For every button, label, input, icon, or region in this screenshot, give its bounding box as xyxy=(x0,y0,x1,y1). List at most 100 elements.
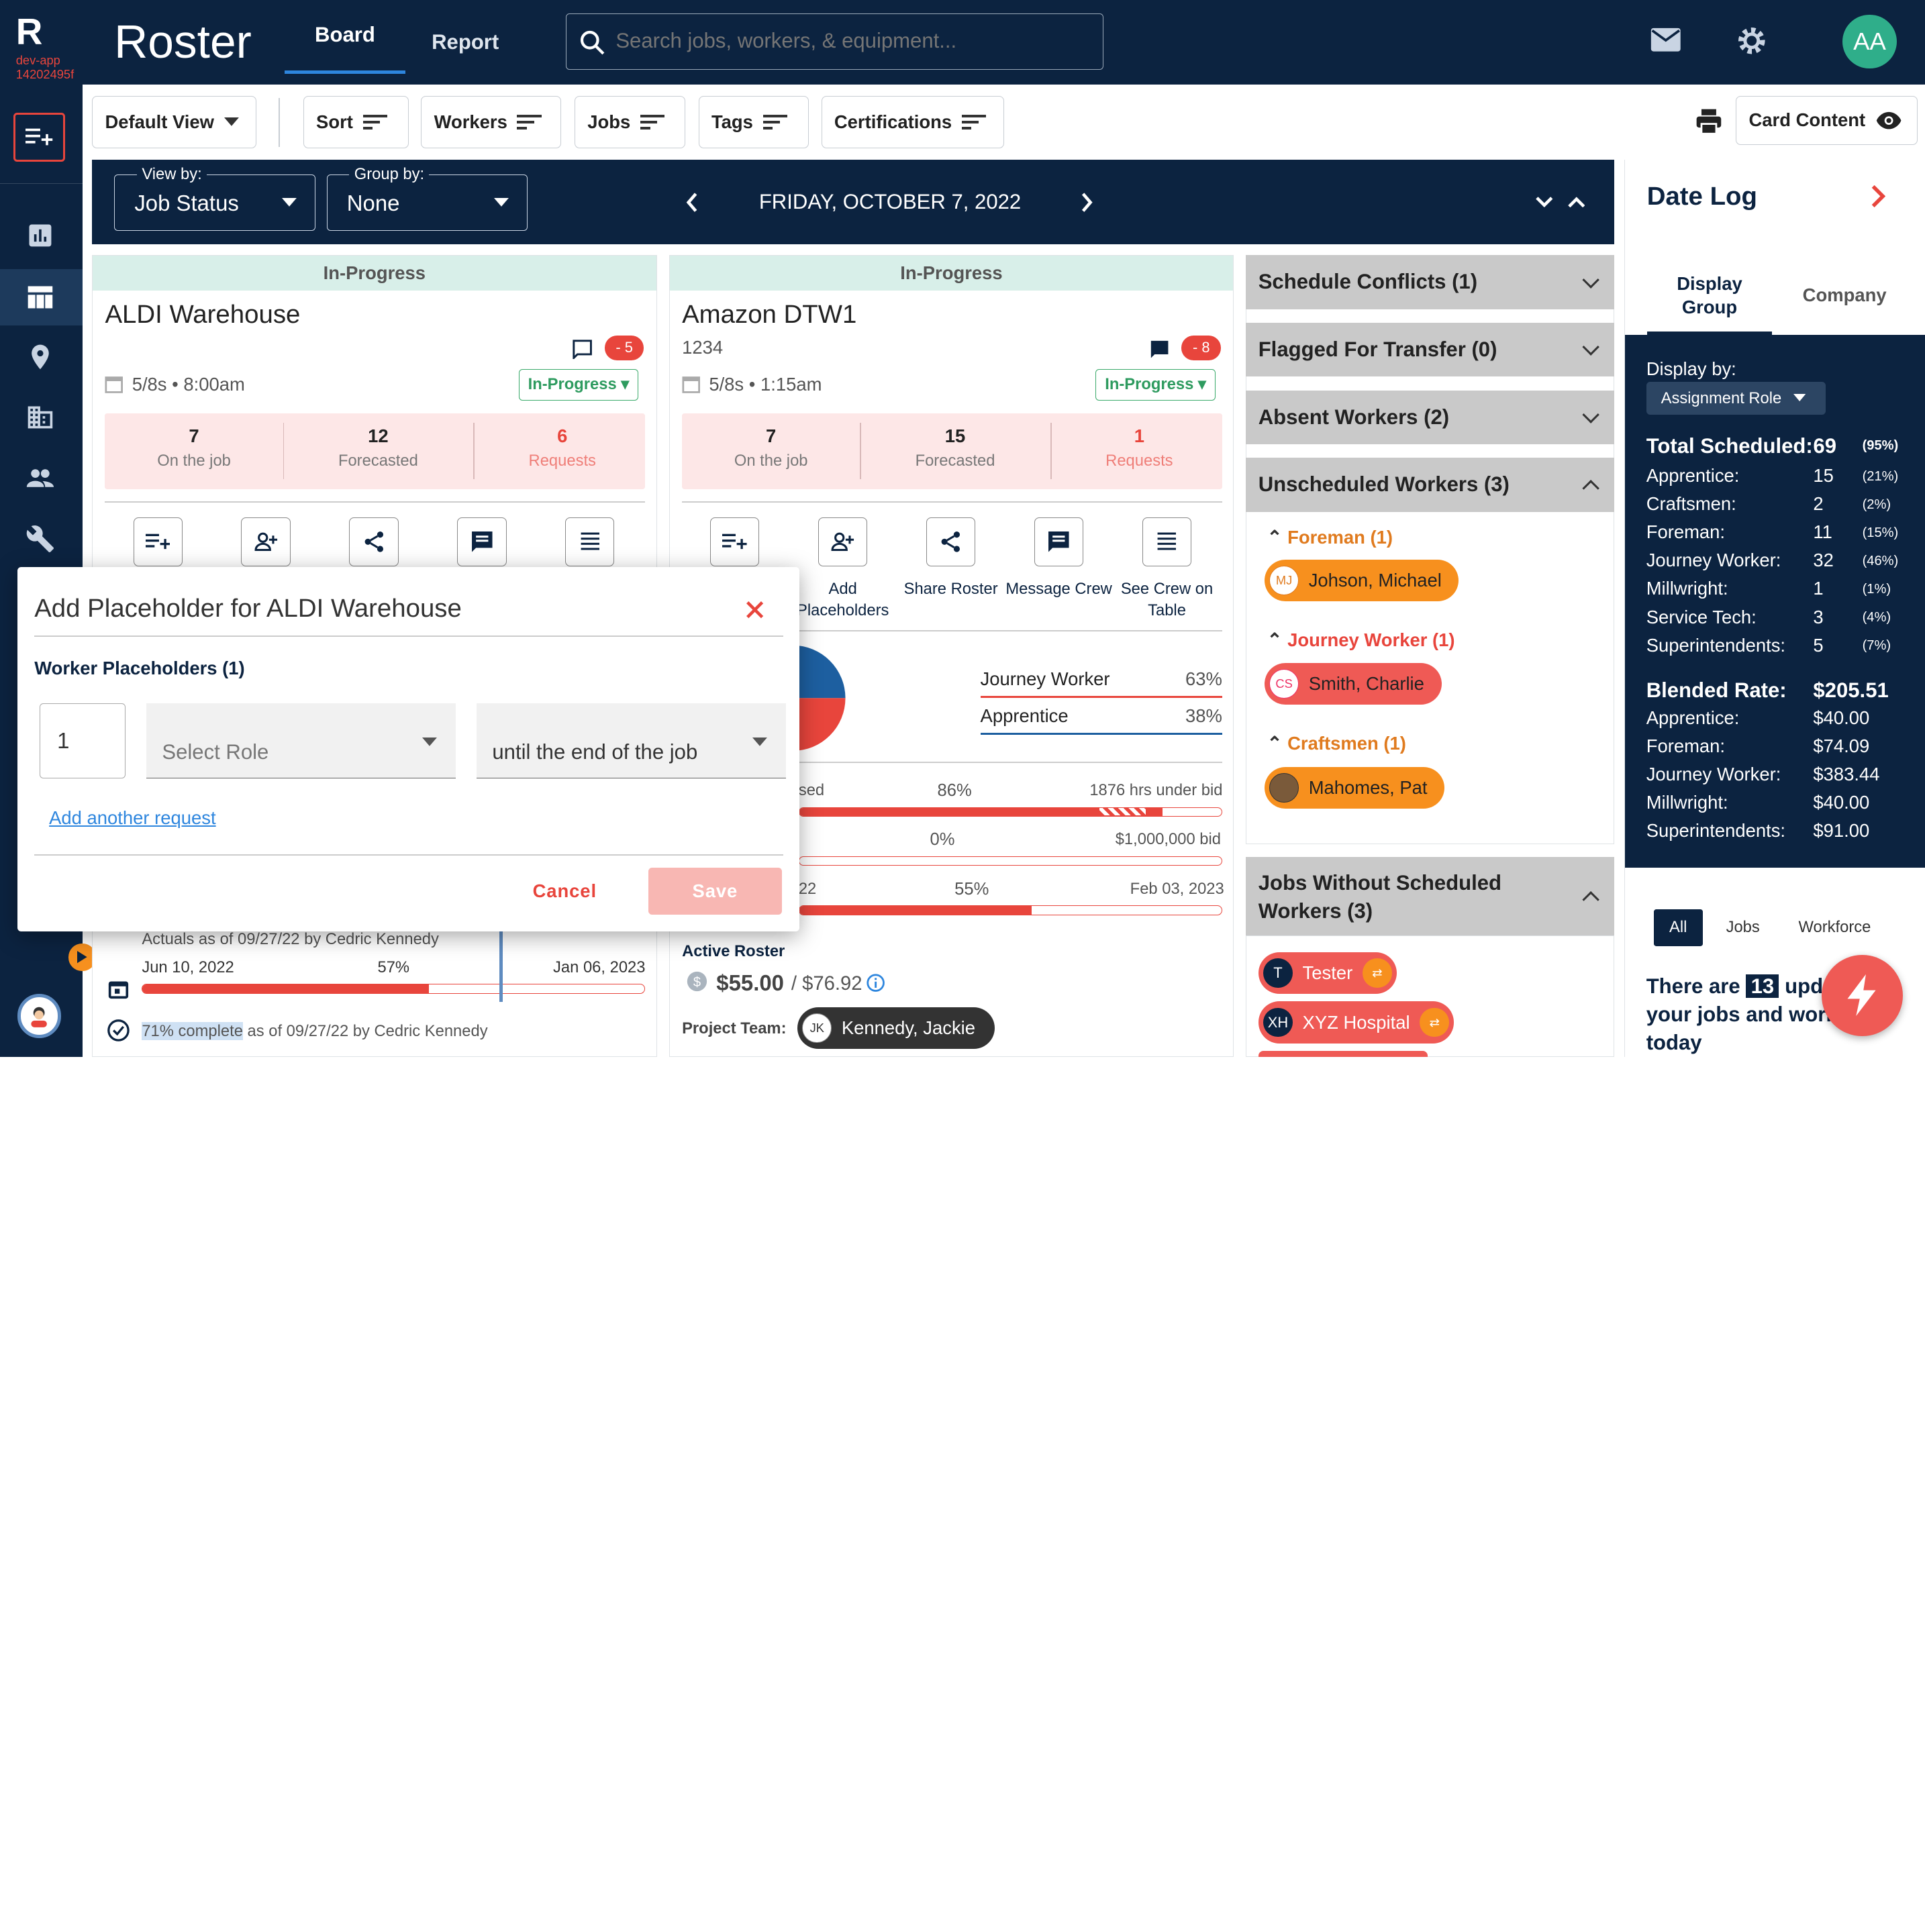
chevron-right-icon[interactable] xyxy=(1081,193,1093,213)
avatar[interactable]: AA xyxy=(1842,14,1897,69)
group-foreman[interactable]: ⌃ Foreman (1) xyxy=(1267,526,1393,548)
duration-select[interactable]: until the end of the job xyxy=(476,703,786,778)
workers-filter-button[interactable]: Workers xyxy=(421,95,561,149)
absent-workers-panel[interactable]: Absent Workers (2) xyxy=(1246,390,1615,445)
job-title[interactable]: Amazon DTW1 xyxy=(682,300,857,329)
stat-requests[interactable]: 6 Requests xyxy=(528,425,596,470)
quantity-input[interactable] xyxy=(39,703,126,778)
share-roster-caption[interactable]: Share Roster xyxy=(903,580,998,599)
feed-tab-all[interactable]: All xyxy=(1653,909,1703,947)
timeline-progress-bar xyxy=(142,984,646,994)
view-by-select[interactable]: View by: Job Status xyxy=(114,165,316,231)
worker-name: Johson, Michael xyxy=(1308,570,1442,591)
add-job-button[interactable] xyxy=(13,113,65,162)
add-another-link[interactable]: Add another request xyxy=(49,807,216,829)
worker-chip-smith[interactable]: CS Smith, Charlie xyxy=(1264,662,1442,705)
status-dropdown[interactable]: In-Progress ▾ xyxy=(518,368,639,401)
chevron-down-icon[interactable] xyxy=(1536,196,1553,207)
group-by-select[interactable]: Group by: None xyxy=(326,165,528,231)
search-input[interactable] xyxy=(615,23,1083,58)
message-button[interactable] xyxy=(457,517,507,567)
see-crew-caption[interactable]: See Crew on Table xyxy=(1120,580,1214,619)
add-request-button[interactable] xyxy=(133,517,183,567)
schedule-pct: 55% xyxy=(954,879,989,899)
quick-action-fab[interactable] xyxy=(1822,954,1903,1036)
cancel-button[interactable]: Cancel xyxy=(532,880,597,902)
tags-filter-button[interactable]: Tags xyxy=(698,95,809,149)
job-title[interactable]: ALDI Warehouse xyxy=(105,300,301,329)
scheduled-row: Craftsmen: 2 (2%) xyxy=(1646,493,1891,515)
add-request-button[interactable] xyxy=(710,517,760,567)
sidebar-item-equipment[interactable] xyxy=(21,519,60,559)
job-chip-tester[interactable]: T Tester ⇄ xyxy=(1258,952,1397,995)
gear-icon[interactable] xyxy=(1736,25,1768,57)
comment-outline-icon[interactable] xyxy=(573,340,593,360)
building-icon xyxy=(28,406,53,429)
message-button[interactable] xyxy=(1034,517,1084,567)
hours-progress-fill xyxy=(799,807,1163,817)
user-profile-avatar[interactable] xyxy=(17,994,62,1039)
stats-panel: 7 On the job 15 Forecasted 1 Requests xyxy=(682,413,1222,489)
card-content-button[interactable]: Card Content xyxy=(1736,95,1918,145)
default-view-select[interactable]: Default View xyxy=(92,95,257,149)
print-icon[interactable] xyxy=(1694,107,1724,136)
share-button[interactable] xyxy=(349,517,399,567)
add-placeholder-button[interactable] xyxy=(241,517,291,567)
app-logo[interactable]: R xyxy=(15,10,43,52)
add-placeholder-button[interactable] xyxy=(818,517,868,567)
tab-board[interactable]: Board xyxy=(285,0,405,74)
display-by-select[interactable]: Assignment Role xyxy=(1646,381,1826,415)
certifications-filter-button[interactable]: Certifications xyxy=(821,95,1005,149)
worker-chip-johson[interactable]: MJ Johson, Michael xyxy=(1264,560,1459,602)
card-content-label: Card Content xyxy=(1748,109,1866,131)
jobs-without-workers-panel[interactable]: Jobs Without Scheduled Workers (3) xyxy=(1246,856,1615,935)
filter-lines-icon xyxy=(961,115,987,130)
add-placeholders-caption[interactable]: Add Placeholders xyxy=(796,580,889,619)
chevron-left-icon[interactable] xyxy=(686,193,698,213)
save-button[interactable]: Save xyxy=(648,868,783,915)
tab-display-group[interactable]: Display Group xyxy=(1646,272,1773,335)
sidebar-item-company[interactable] xyxy=(21,398,60,438)
flagged-transfer-panel[interactable]: Flagged For Transfer (0) xyxy=(1246,323,1615,377)
group-journey-worker[interactable]: ⌃ Journey Worker (1) xyxy=(1267,629,1455,651)
stat-forecasted: 15 Forecasted xyxy=(915,425,995,470)
sidebar-item-board[interactable] xyxy=(21,277,60,317)
feed-tab-workforce[interactable]: Workforce xyxy=(1798,918,1871,937)
project-team-label: Project Team: xyxy=(682,1019,787,1038)
chevron-up-icon[interactable] xyxy=(1567,197,1585,207)
pie-slice-apprentice xyxy=(792,645,846,698)
chevron-right-icon[interactable] xyxy=(1871,185,1885,208)
message-crew-caption[interactable]: Message Crew xyxy=(1005,580,1112,599)
sort-filter-button[interactable]: Sort xyxy=(303,95,409,149)
crew-table-button[interactable] xyxy=(1142,517,1192,567)
schedule-conflicts-panel[interactable]: Schedule Conflicts (1) xyxy=(1246,255,1615,309)
share-button[interactable] xyxy=(926,517,976,567)
project-team-chip[interactable]: JK Kennedy, Jackie xyxy=(797,1007,995,1049)
tab-report[interactable]: Report xyxy=(432,30,499,54)
job-name: XYZ Hospital xyxy=(1302,1011,1410,1033)
crew-table-button[interactable] xyxy=(565,517,615,567)
stat-divider xyxy=(1050,423,1052,480)
sidebar-item-people[interactable] xyxy=(21,459,60,499)
role-select[interactable]: Select Role xyxy=(146,703,456,778)
unscheduled-workers-panel[interactable]: Unscheduled Workers (3) xyxy=(1246,458,1615,512)
table-icon xyxy=(28,286,53,309)
mail-icon[interactable] xyxy=(1650,27,1682,54)
status-dropdown[interactable]: In-Progress ▾ xyxy=(1095,368,1216,401)
info-icon[interactable] xyxy=(866,973,885,993)
sidebar-item-map[interactable] xyxy=(21,338,60,377)
flagged-title: Flagged For Transfer (0) xyxy=(1258,338,1497,362)
comment-icon[interactable] xyxy=(1150,340,1169,359)
close-icon[interactable] xyxy=(745,600,764,619)
feed-tab-jobs[interactable]: Jobs xyxy=(1726,918,1760,937)
group-by-label: Group by: xyxy=(349,165,430,185)
sidebar-item-reports[interactable] xyxy=(21,216,60,256)
expand-handle[interactable] xyxy=(68,944,96,971)
search-box[interactable] xyxy=(566,13,1104,70)
group-craftsmen[interactable]: ⌃ Craftsmen (1) xyxy=(1267,732,1406,754)
tab-company[interactable]: Company xyxy=(1802,285,1887,306)
jobs-filter-button[interactable]: Jobs xyxy=(574,95,685,149)
worker-chip-mahomes[interactable]: Mahomes, Pat xyxy=(1264,767,1445,809)
stat-requests[interactable]: 1 Requests xyxy=(1105,425,1173,470)
job-chip-xyz[interactable]: XH XYZ Hospital ⇄ xyxy=(1258,1001,1454,1044)
